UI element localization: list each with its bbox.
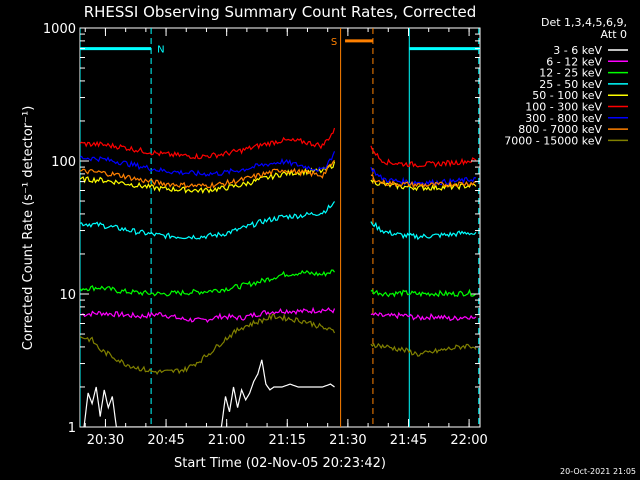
- x-tick-label-5: 21:45: [390, 433, 427, 448]
- x-tick-label-4: 21:30: [329, 433, 366, 448]
- legend-label-7: 800 - 7000 keV: [518, 123, 602, 136]
- series-line-8-segment-0: [80, 313, 336, 375]
- legend-header-line-1: Det 1,3,4,5,6,9,: [541, 16, 627, 29]
- legend-label-4: 50 - 100 keV: [532, 89, 602, 102]
- legend-label-8: 7000 - 15000 keV: [504, 134, 602, 147]
- y-tick-label-2: 100: [51, 155, 76, 170]
- x-tick-label-0: 20:30: [87, 433, 124, 448]
- footer-timestamp: 20-Oct-2021 21:05: [560, 467, 636, 476]
- series-line-2-segment-1: [370, 288, 477, 298]
- x-tick-label-2: 21:00: [208, 433, 245, 448]
- series-line-6-segment-0: [80, 151, 336, 177]
- x-axis-label: Start Time (02-Nov-05 20:23:42): [174, 456, 386, 471]
- series-line-0-segment-0: [83, 359, 335, 427]
- series-line-5-segment-0: [80, 127, 336, 160]
- annotation-label-0: N: [157, 45, 164, 56]
- series-line-4-segment-0: [80, 161, 336, 195]
- x-tick-label-1: 20:45: [147, 433, 184, 448]
- y-axis-label: Corrected Count Rate (s⁻¹ detector⁻¹): [21, 106, 36, 351]
- legend-label-5: 100 - 300 keV: [525, 101, 602, 114]
- series-line-7-segment-0: [80, 159, 335, 189]
- series-line-2-segment-0: [80, 269, 335, 297]
- series-line-1-segment-1: [370, 311, 477, 322]
- legend-label-6: 300 - 800 keV: [525, 112, 602, 125]
- y-tick-label-3: 1000: [43, 22, 76, 37]
- y-tick-label-0: 1: [68, 421, 76, 436]
- series-line-3-segment-0: [80, 201, 336, 240]
- legend-header-line-2: Att 0: [601, 28, 627, 41]
- legend-label-2: 12 - 25 keV: [539, 67, 602, 80]
- legend-label-1: 6 - 12 keV: [546, 55, 602, 68]
- legend-label-3: 25 - 50 keV: [539, 78, 602, 91]
- y-tick-label-1: 10: [59, 288, 76, 303]
- series-line-7-segment-1: [370, 174, 477, 189]
- series-line-8-segment-1: [370, 342, 477, 357]
- plot-frame: [79, 27, 481, 428]
- series-line-4-segment-1: [370, 178, 477, 192]
- series-line-6-segment-1: [370, 166, 477, 187]
- series-line-1-segment-0: [80, 306, 336, 323]
- series-line-5-segment-1: [370, 145, 477, 168]
- annotation-label-2: S: [331, 37, 337, 48]
- x-tick-label-3: 21:15: [269, 433, 306, 448]
- series-line-3-segment-1: [370, 221, 477, 241]
- legend-label-0: 3 - 6 keV: [553, 44, 602, 57]
- chart-title: RHESSI Observing Summary Count Rates, Co…: [84, 3, 477, 21]
- x-tick-label-6: 22:00: [450, 433, 487, 448]
